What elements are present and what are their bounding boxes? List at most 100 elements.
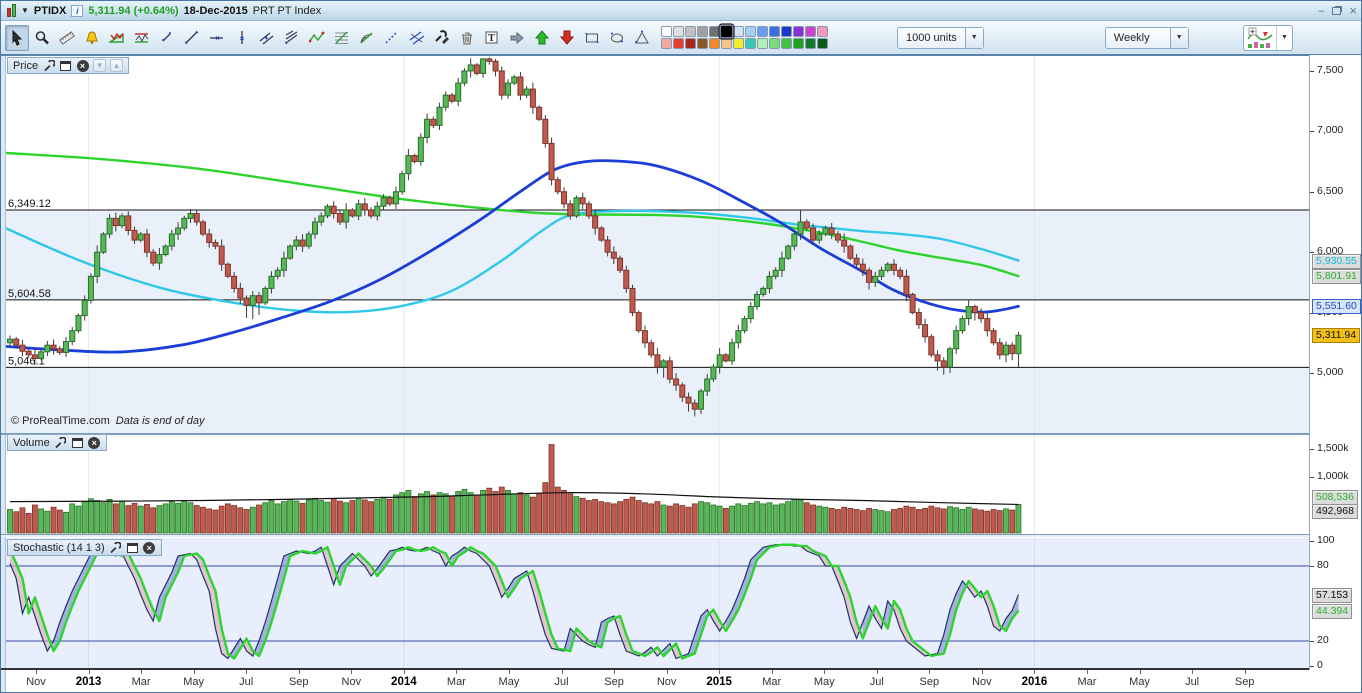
pointer-tool[interactable] <box>5 24 29 51</box>
x-axis-label: Mar <box>131 676 151 688</box>
delete-tool[interactable] <box>455 25 479 51</box>
time-axis[interactable]: Nov 2013 Mar May Jul Sep Nov 2014 Mar May Jul Sep No… <box>6 670 1309 692</box>
horizontal-line-icon <box>210 35 223 40</box>
axis-label: 6,500 <box>1317 184 1344 197</box>
alert-tool[interactable] <box>80 25 104 51</box>
color-swatch[interactable] <box>793 38 804 49</box>
axis-tick-mark <box>1310 566 1314 567</box>
horizontal-line-tool[interactable] <box>205 25 229 51</box>
wrench-icon[interactable] <box>109 541 122 554</box>
forward-arrow-tool[interactable] <box>505 25 529 51</box>
close-panel-icon[interactable]: × <box>143 541 156 554</box>
color-swatch[interactable] <box>685 26 696 37</box>
time-tick-mark <box>929 670 931 674</box>
color-swatch[interactable] <box>733 26 744 37</box>
close-panel-icon[interactable]: × <box>76 59 89 72</box>
units-combo[interactable]: 1000 units ▼ <box>897 26 984 49</box>
color-swatch[interactable] <box>757 26 768 37</box>
color-swatch[interactable] <box>673 38 684 49</box>
time-tick-mark <box>1034 670 1036 674</box>
pitchfork-tool[interactable] <box>280 25 304 51</box>
color-swatch[interactable] <box>745 38 756 49</box>
wrench-icon[interactable] <box>54 436 67 449</box>
color-swatch[interactable] <box>817 26 828 37</box>
auto-trendline-tool[interactable] <box>130 25 154 51</box>
zigzag-tool[interactable] <box>305 25 329 51</box>
ruler-tool[interactable] <box>55 25 79 51</box>
axis-label: 5,000 <box>1317 365 1344 378</box>
zoom-tool[interactable] <box>30 25 54 51</box>
up-arrow-tool[interactable] <box>530 25 554 51</box>
axis-tick-mark <box>1310 477 1314 478</box>
fibonacci-retracement-tool[interactable] <box>330 25 354 51</box>
price-plot[interactable]: 6,349.125,604.585,046.1 <box>6 56 1309 433</box>
color-swatch[interactable] <box>661 38 672 49</box>
text-tool[interactable]: T <box>480 25 504 51</box>
pattern-detection-tool[interactable] <box>105 25 129 51</box>
chart-type-button[interactable]: ▼ <box>1243 24 1293 51</box>
period-combo[interactable]: Weekly ▼ <box>1104 26 1189 49</box>
price-axis[interactable]: 7,5007,0006,5006,0005,5005,0001,500k1,00… <box>1309 55 1361 671</box>
separator[interactable] <box>1 433 1361 435</box>
chevron-down-icon[interactable]: ▼ <box>1276 25 1292 50</box>
up-arrow-icon <box>534 29 550 44</box>
color-swatch[interactable] <box>769 38 780 49</box>
color-swatch[interactable] <box>805 26 816 37</box>
color-swatch[interactable] <box>709 26 720 37</box>
info-icon[interactable]: i <box>71 4 84 17</box>
vertical-line-tool[interactable] <box>230 25 254 51</box>
rectangle-tool[interactable] <box>580 25 604 51</box>
toolbox-tool[interactable] <box>430 25 454 51</box>
window-panel-icon[interactable] <box>126 542 138 553</box>
move-up-icon[interactable]: ▲ <box>110 59 124 72</box>
color-swatch[interactable] <box>661 26 672 37</box>
channel-tool[interactable] <box>255 25 279 51</box>
volume-panel-tab[interactable]: Volume × <box>7 434 107 451</box>
price-panel-tab[interactable]: Price × ▼ ▲ <box>7 57 130 74</box>
axis-label: 1,500k <box>1317 442 1349 454</box>
color-swatch[interactable] <box>745 26 756 37</box>
symbol-dropdown-icon[interactable]: ▼ <box>21 6 29 15</box>
color-swatch[interactable] <box>781 38 792 49</box>
chevron-down-icon[interactable]: ▼ <box>964 27 983 48</box>
color-swatch[interactable] <box>697 38 708 49</box>
triangle-tool[interactable] <box>630 25 654 51</box>
axis-value-box: 508,536 <box>1312 489 1358 505</box>
chevron-down-icon[interactable]: ▼ <box>1169 27 1188 48</box>
fibonacci-arcs-tool[interactable] <box>355 25 379 51</box>
x-axis-label: Sep <box>604 676 624 688</box>
triangle-icon <box>635 30 649 43</box>
separator[interactable] <box>1 534 1361 537</box>
segment-tool[interactable] <box>155 25 179 51</box>
close-panel-icon[interactable]: × <box>88 436 101 449</box>
color-swatch[interactable] <box>718 23 735 40</box>
stochastic-plot[interactable] <box>6 538 1309 668</box>
color-swatch[interactable] <box>757 38 768 49</box>
volume-plot[interactable] <box>6 435 1309 534</box>
parallel-lines-tool[interactable] <box>405 25 429 51</box>
color-swatch[interactable] <box>721 38 732 49</box>
color-swatch[interactable] <box>709 38 720 49</box>
color-swatch[interactable] <box>817 38 828 49</box>
color-swatch[interactable] <box>733 38 744 49</box>
color-swatch[interactable] <box>769 26 780 37</box>
color-swatch[interactable] <box>697 26 708 37</box>
stochastic-panel-tab[interactable]: Stochastic (14 1 3) × <box>7 539 162 556</box>
color-swatch[interactable] <box>685 38 696 49</box>
move-down-icon[interactable]: ▼ <box>93 59 107 72</box>
color-swatch[interactable] <box>805 38 816 49</box>
ellipse-tool[interactable] <box>605 25 629 51</box>
window-panel-icon[interactable] <box>71 437 83 448</box>
color-swatch[interactable] <box>793 26 804 37</box>
color-swatch[interactable] <box>781 26 792 37</box>
close-icon[interactable]: × <box>1349 3 1357 18</box>
trendline-tool[interactable] <box>180 25 204 51</box>
minimize-icon[interactable]: – <box>1318 4 1325 17</box>
down-arrow-tool[interactable] <box>555 25 579 51</box>
restore-icon[interactable] <box>1332 6 1342 15</box>
window-panel-icon[interactable] <box>60 60 72 71</box>
color-swatch[interactable] <box>673 26 684 37</box>
dotted-line-tool[interactable] <box>380 25 404 51</box>
axis-tick-mark <box>1310 541 1314 542</box>
wrench-icon[interactable] <box>42 59 55 72</box>
